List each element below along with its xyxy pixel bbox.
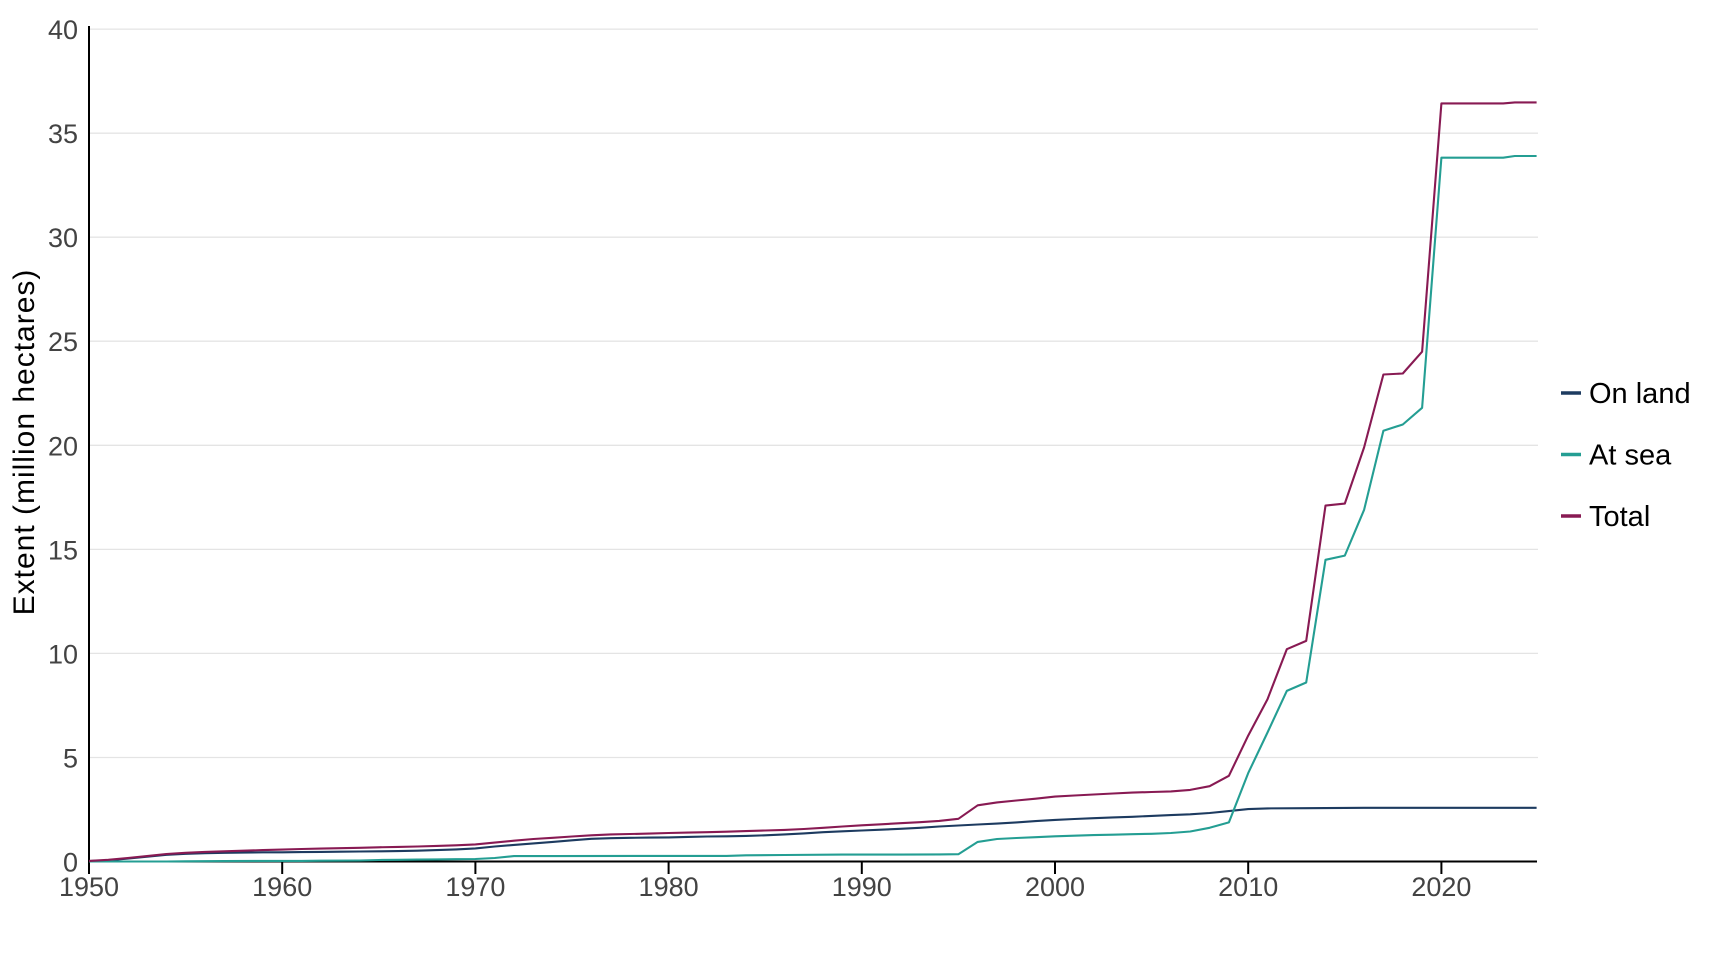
svg-text:5: 5	[63, 744, 78, 774]
svg-text:1990: 1990	[832, 872, 892, 902]
svg-text:20: 20	[48, 431, 78, 461]
svg-text:2000: 2000	[1025, 872, 1085, 902]
svg-text:15: 15	[48, 535, 78, 565]
svg-text:0: 0	[63, 848, 78, 878]
svg-text:2020: 2020	[1411, 872, 1471, 902]
svg-text:At sea: At sea	[1589, 440, 1672, 472]
svg-text:Total: Total	[1589, 501, 1650, 533]
svg-text:30: 30	[48, 223, 78, 253]
svg-text:35: 35	[48, 119, 78, 149]
svg-text:1980: 1980	[639, 872, 699, 902]
svg-text:1960: 1960	[252, 872, 312, 902]
svg-text:25: 25	[48, 327, 78, 357]
svg-text:On land: On land	[1589, 378, 1691, 410]
svg-text:40: 40	[48, 15, 78, 45]
svg-text:Extent (million hectares): Extent (million hectares)	[8, 269, 41, 616]
svg-text:1970: 1970	[445, 872, 505, 902]
svg-text:1950: 1950	[59, 872, 119, 902]
svg-text:10: 10	[48, 639, 78, 669]
svg-text:2010: 2010	[1218, 872, 1278, 902]
